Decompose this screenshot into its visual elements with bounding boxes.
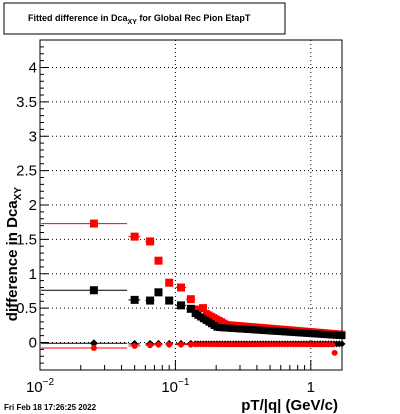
chart-title: Fitted difference in DcaXY for Global Re… — [28, 13, 251, 26]
data-point — [177, 301, 186, 310]
data-point — [193, 305, 202, 314]
series-3 — [41, 341, 338, 356]
data-point — [177, 283, 186, 292]
series-layer — [41, 219, 346, 356]
data-point — [131, 342, 138, 349]
y-tick-label: 2.5 — [16, 163, 37, 180]
x-tick-label: 10−2 — [26, 377, 55, 396]
data-point — [186, 304, 195, 313]
data-point — [331, 349, 338, 356]
data-point — [165, 296, 174, 305]
x-axis-ticks: 10−2 10−1 1 — [26, 360, 315, 396]
timestamp: Fri Feb 18 17:26:25 2022 — [4, 403, 97, 412]
x-tick-label: 10−1 — [161, 377, 190, 396]
data-point — [186, 295, 195, 304]
x-tick-label: 1 — [307, 379, 315, 396]
data-point — [130, 295, 139, 304]
data-point — [187, 341, 194, 348]
data-point — [146, 296, 155, 305]
series-0 — [41, 219, 346, 338]
y-tick-label: 0.5 — [16, 300, 37, 317]
grid — [40, 40, 342, 370]
y-tick-label: 2 — [29, 197, 37, 214]
data-point — [178, 341, 185, 348]
data-point — [147, 342, 154, 349]
data-point — [89, 339, 98, 348]
y-tick-label: 0 — [29, 335, 37, 352]
data-point — [154, 256, 163, 265]
data-point — [130, 232, 139, 241]
data-point — [146, 237, 155, 246]
y-tick-label: 1.5 — [16, 231, 37, 248]
y-tick-label: 4 — [29, 60, 37, 77]
data-point — [330, 342, 336, 348]
data-point — [155, 341, 162, 348]
plot-frame — [39, 39, 343, 371]
y-tick-label: 3 — [29, 128, 37, 145]
title-box — [3, 2, 286, 35]
data-point — [89, 219, 98, 228]
data-point — [165, 278, 174, 287]
data-point — [89, 286, 98, 295]
data-point — [199, 304, 208, 313]
series-1 — [41, 286, 346, 340]
y-tick-label: 1 — [29, 266, 37, 283]
data-point — [154, 288, 163, 297]
y-tick-label: 3.5 — [16, 94, 37, 111]
data-point — [166, 341, 173, 348]
data-point — [90, 345, 97, 351]
y-axis-title: difference in DcaXY — [4, 187, 24, 322]
y-axis-ticks: 0 0.5 1 1.5 2 2.5 3 3.5 4 — [16, 39, 48, 371]
x-axis-title: pT/|q| (GeV/c) — [241, 397, 338, 414]
